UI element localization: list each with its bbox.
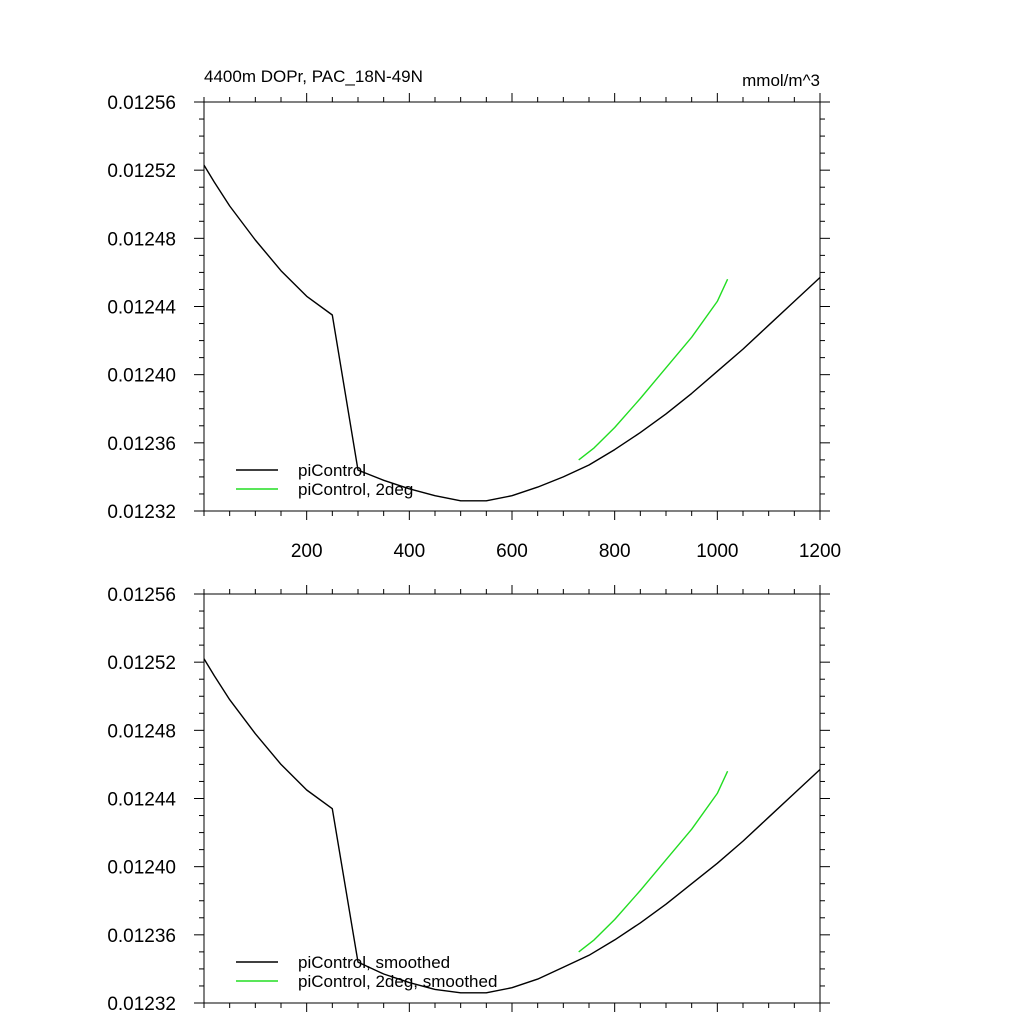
y-tick-label: 0.01236 [107, 926, 176, 947]
x-tick-label: 600 [496, 541, 528, 562]
y-tick-label: 0.01248 [107, 229, 176, 250]
plot-frame [203, 101, 821, 512]
y-tick-label: 0.01244 [107, 298, 176, 319]
y-tick-label: 0.01256 [107, 93, 176, 114]
x-tick-label: 1200 [799, 541, 841, 562]
chart-title: 4400m DOPr, PAC_18N-49N [204, 67, 423, 86]
y-tick-label: 0.01256 [107, 585, 176, 606]
legend-label: piControl, 2deg [298, 480, 413, 499]
x-tick-label: 400 [393, 541, 425, 562]
legend-label: piControl, smoothed [298, 953, 450, 972]
chart-panel-bottom: 0.01232 0.01236 0.01240 0.01244 0.01248 0.012… [107, 585, 830, 1015]
legend-label: piControl [298, 461, 366, 480]
series-line-control [203, 658, 821, 994]
y-tick-label: 0.01236 [107, 434, 176, 455]
x-tick-label: 1000 [696, 541, 738, 562]
y-tick-label: 0.01240 [107, 366, 176, 387]
y-tick-label: 0.01232 [107, 994, 176, 1015]
y-tick-label: 0.01240 [107, 858, 176, 879]
plot-frame [203, 593, 821, 1004]
legend-label: piControl, 2deg, smoothed [298, 972, 497, 991]
x-tick-label: 200 [291, 541, 323, 562]
y-tick-label: 0.01244 [107, 790, 176, 811]
units-label: mmol/m^3 [742, 71, 820, 90]
y-tick-label: 0.01252 [107, 653, 176, 674]
y-tick-label: 0.01252 [107, 161, 176, 182]
series-line-control [203, 164, 821, 502]
series-line-2deg [578, 278, 729, 461]
chart-panel-top: 4400m DOPr, PAC_18N-49N mmol/m^3 0.01232… [107, 67, 841, 562]
x-tick-label: 800 [599, 541, 631, 562]
series-line-2deg [578, 770, 729, 953]
y-tick-label: 0.01232 [107, 502, 176, 523]
y-tick-label: 0.01248 [107, 721, 176, 742]
